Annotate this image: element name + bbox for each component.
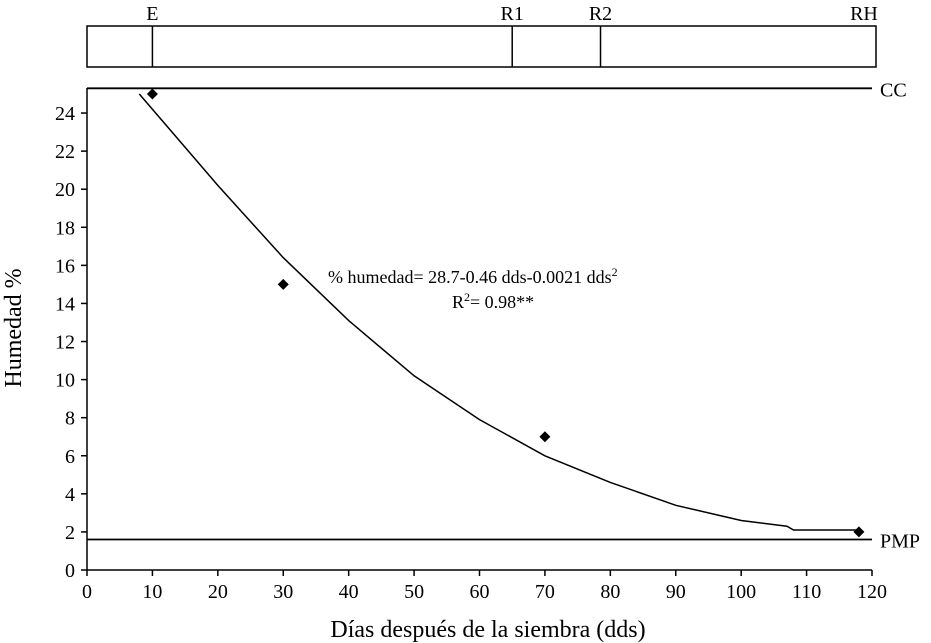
y-tick-label: 18 [55,217,75,239]
data-point [539,431,551,443]
y-tick-label: 16 [55,255,75,277]
x-tick-label: 50 [404,581,424,603]
data-points [146,88,865,538]
y-axis-title: Humedad % [1,268,27,387]
reference-label-cc: CC [880,79,907,101]
y-tick-label: 8 [65,408,75,430]
axes: 0 10 20 30 40 50 60 70 80 90 100 110 120 02468101214… [55,88,887,603]
y-tick-label: 4 [65,484,75,506]
reference-label-pmp: PMP [880,531,920,553]
reference-lines: CC PMP [87,79,920,553]
x-tick-label: 100 [726,581,756,603]
x-tick-label: 120 [857,581,887,603]
fit-equation-superscript: 2 [612,265,618,279]
x-tick-label: 70 [535,581,555,603]
r-squared-r: R [452,292,464,312]
fit-curve [138,93,859,531]
x-tick-label: 80 [600,581,620,603]
x-tick-label: 110 [792,581,821,603]
y-tick-label: 10 [55,370,75,392]
r-squared-value: = 0.98** [470,292,534,312]
x-tick-label: 0 [82,581,92,603]
stage-label-r1: R1 [501,3,524,25]
y-tick-label: 22 [55,141,75,163]
y-tick-label: 20 [55,179,75,201]
x-axis-ticks: 0 10 20 30 40 50 60 70 80 90 100 110 120 [82,570,887,603]
r-squared-superscript: 2 [464,290,470,304]
y-tick-label: 2 [65,522,75,544]
stage-label-r2: R2 [589,3,612,25]
stage-label-rh: RH [850,3,878,25]
data-point [146,88,158,100]
y-tick-label: 24 [55,103,75,125]
r-squared: R2= 0.98** [452,290,534,312]
stage-label-e: E [146,3,158,25]
x-axis-title: Días después de la siembra (dds) [330,617,645,643]
x-tick-label: 20 [208,581,228,603]
y-tick-label: 14 [55,293,75,315]
data-point [277,278,289,290]
x-tick-label: 90 [666,581,686,603]
x-tick-label: 30 [273,581,293,603]
data-point [853,526,865,538]
stage-bar-frame [86,25,877,68]
x-tick-label: 60 [470,581,490,603]
fit-equation-text: % humedad= 28.7-0.46 dds-0.0021 dds [328,267,612,287]
phenology-stage-bar: E R1 R2 RH [86,3,878,68]
x-tick-label: 40 [339,581,359,603]
y-tick-label: 0 [65,560,75,582]
y-tick-label: 12 [55,332,75,354]
y-tick-label: 6 [65,446,75,468]
x-tick-label: 10 [142,581,162,603]
fit-equation: % humedad= 28.7-0.46 dds-0.0021 dds2 [328,265,618,287]
